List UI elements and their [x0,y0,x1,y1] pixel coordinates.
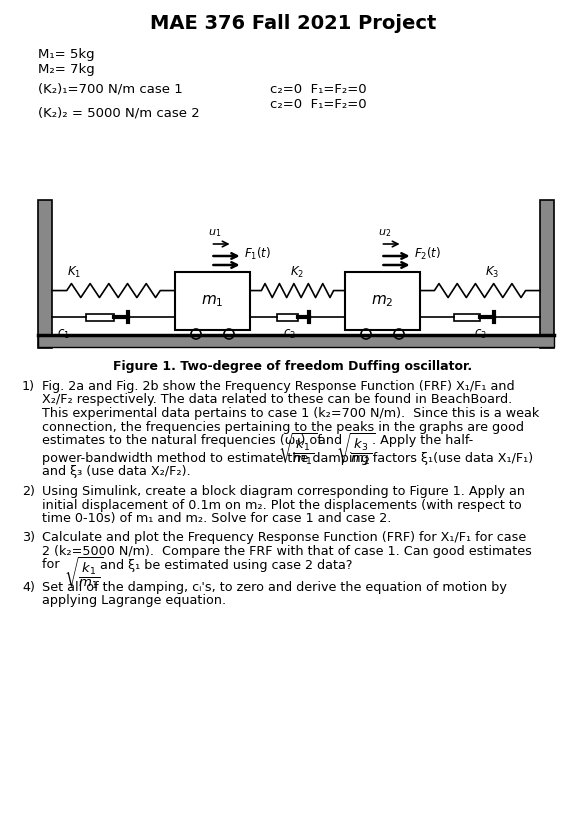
Bar [345,272,420,330]
Text: $\sqrt{\dfrac{k_1}{m_1}}$: $\sqrt{\dfrac{k_1}{m_1}}$ [278,431,317,466]
Text: $c_3$: $c_3$ [473,328,486,342]
Text: . Apply the half-: . Apply the half- [372,434,473,447]
Text: 4): 4) [22,581,35,593]
Text: 2 (k₂=5000 N/m).  Compare the FRF with that of case 1. Can good estimates: 2 (k₂=5000 N/m). Compare the FRF with th… [42,545,532,558]
Bar [454,314,480,321]
Text: MAE 376 Fall 2021 Project: MAE 376 Fall 2021 Project [150,14,436,33]
Text: and ξ₁ be estimated using case 2 data?: and ξ₁ be estimated using case 2 data? [100,558,353,572]
Text: (K₂)₁=700 N/m case 1: (K₂)₁=700 N/m case 1 [38,83,183,96]
Text: $m_1$: $m_1$ [201,293,224,309]
Bar [38,335,554,347]
Text: Figure 1. Two-degree of freedom Duffing oscillator.: Figure 1. Two-degree of freedom Duffing … [114,360,472,373]
Text: 1): 1) [22,380,35,393]
Text: $K_3$: $K_3$ [485,264,499,279]
Text: connection, the frequencies pertaining to the peaks in the graphs are good: connection, the frequencies pertaining t… [42,420,524,434]
Text: $c_2$: $c_2$ [284,328,297,342]
Bar [87,314,114,321]
Text: $K_2$: $K_2$ [291,264,305,279]
Text: $\sqrt{\dfrac{k_3}{m_2}}$: $\sqrt{\dfrac{k_3}{m_2}}$ [336,431,375,466]
Text: estimates to the natural frequencies (ωₙ) of: estimates to the natural frequencies (ωₙ… [42,434,326,447]
Text: Using Simulink, create a block diagram corresponding to Figure 1. Apply an: Using Simulink, create a block diagram c… [42,485,525,498]
Text: and ξ₃ (use data X₂/F₂).: and ξ₃ (use data X₂/F₂). [42,465,190,479]
Text: This experimental data pertains to case 1 (k₂=700 N/m).  Since this is a weak: This experimental data pertains to case … [42,407,539,420]
Text: X₂/F₂ respectively. The data related to these can be found in BeachBoard.: X₂/F₂ respectively. The data related to … [42,394,512,406]
Text: $c_1$: $c_1$ [57,328,70,342]
Text: initial displacement of 0.1m on m₂. Plot the displacements (with respect to: initial displacement of 0.1m on m₂. Plot… [42,499,522,512]
Bar [175,272,250,330]
Text: time 0-10s) of m₁ and m₂. Solve for case 1 and case 2.: time 0-10s) of m₁ and m₂. Solve for case… [42,512,391,525]
Text: power-bandwidth method to estimate the damping factors ξ₁(use data X₁/F₁): power-bandwidth method to estimate the d… [42,452,533,465]
Text: $K_1$: $K_1$ [67,264,81,279]
Text: $u_1$: $u_1$ [209,227,222,239]
Text: for: for [42,558,64,572]
Text: c₂=0  F₁=F₂=0: c₂=0 F₁=F₂=0 [270,98,367,111]
Bar [540,200,554,348]
Text: M₂= 7kg: M₂= 7kg [38,63,95,76]
Text: $u_2$: $u_2$ [379,227,391,239]
Text: applying Lagrange equation.: applying Lagrange equation. [42,594,226,607]
Text: Calculate and plot the Frequency Response Function (FRF) for X₁/F₁ for case: Calculate and plot the Frequency Respons… [42,532,526,544]
Text: Fig. 2a and Fig. 2b show the Frequency Response Function (FRF) X₁/F₁ and: Fig. 2a and Fig. 2b show the Frequency R… [42,380,515,393]
Text: M₁= 5kg: M₁= 5kg [38,48,94,61]
Bar [38,200,52,348]
Text: 3): 3) [22,532,35,544]
Text: $F_2(t)$: $F_2(t)$ [414,246,442,262]
Text: 2): 2) [22,485,35,498]
Text: $m_2$: $m_2$ [372,293,394,309]
Text: $F_1(t)$: $F_1(t)$ [244,246,272,262]
Text: (K₂)₂ = 5000 N/m case 2: (K₂)₂ = 5000 N/m case 2 [38,106,200,119]
Text: and: and [314,434,346,447]
Text: $\sqrt{\dfrac{k_1}{m_1}}$: $\sqrt{\dfrac{k_1}{m_1}}$ [64,555,103,591]
Text: Set all of the damping, cᵢ's, to zero and derive the equation of motion by: Set all of the damping, cᵢ's, to zero an… [42,581,507,593]
Bar [277,314,298,321]
Text: c₂=0  F₁=F₂=0: c₂=0 F₁=F₂=0 [270,83,367,96]
